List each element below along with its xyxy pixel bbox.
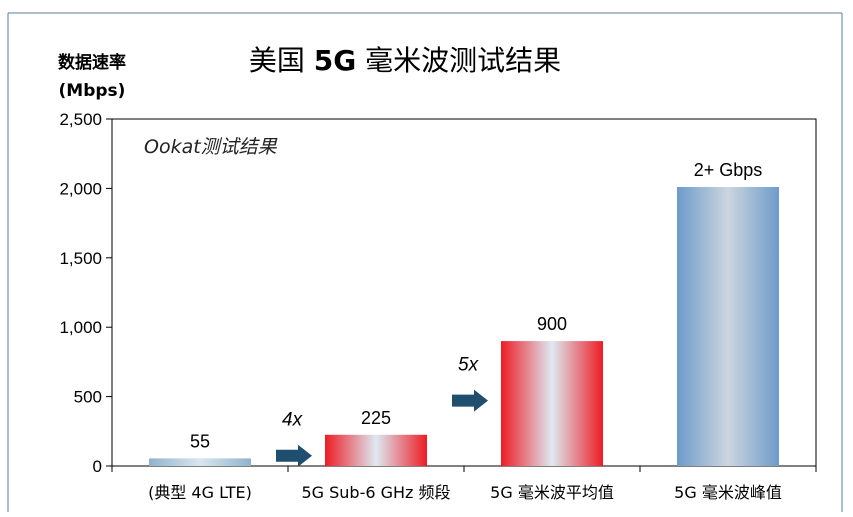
multiplier-label: 4x (282, 410, 304, 431)
bar-value-label: 55 (190, 431, 210, 451)
x-category-label: 5G Sub-6 GHz 频段 (301, 483, 450, 502)
multiplier-label: 5x (458, 355, 480, 376)
x-category-label: (典型 4G LTE) (148, 483, 252, 502)
bars-group (149, 187, 779, 466)
multiplier-arrow-icon (276, 444, 312, 467)
bar-value-label: 2+ Gbps (694, 160, 763, 180)
x-axis (111, 466, 817, 472)
x-category-label: 5G 毫米波平均值 (490, 483, 614, 502)
y-axis-label-line-2: (Mbps) (59, 81, 126, 101)
y-tick-label: 1,000 (59, 318, 102, 337)
bar (325, 434, 427, 466)
y-axis: 0 500 1,000 1,500 2,000 2,500 (59, 110, 112, 476)
y-tick-label: 500 (74, 388, 102, 407)
y-tick-label: 1,500 (59, 249, 102, 268)
y-axis-label-line-1: 数据速率 (58, 52, 126, 73)
chart-title-part-1: 美国 (249, 44, 314, 77)
multipliers-group: 4x 5x (276, 355, 488, 467)
y-tick-label: 2,500 (59, 110, 102, 129)
bar (149, 458, 251, 466)
bar (501, 341, 603, 466)
bar-value-label: 225 (361, 408, 391, 428)
multiplier-arrow-icon (452, 389, 488, 412)
y-tick-label: 2,000 (59, 179, 102, 198)
bar-value-label: 900 (537, 314, 567, 334)
chart-title: 美国 5G 毫米波测试结果 (249, 44, 561, 77)
bar (677, 187, 779, 466)
chart-title-part-3: 毫米波测试结果 (356, 44, 561, 77)
category-labels-group: (典型 4G LTE) 5G Sub-6 GHz 频段 5G 毫米波平均值 5G 毫米… (148, 483, 782, 502)
source-note: Ookat测试结果 (144, 136, 278, 158)
x-category-label: 5G 毫米波峰值 (674, 483, 782, 502)
chart-title-part-2: 5G (314, 44, 356, 77)
bar-labels-group: 55 225 900 2+ Gbps (190, 160, 762, 451)
y-tick-label: 0 (93, 457, 102, 476)
